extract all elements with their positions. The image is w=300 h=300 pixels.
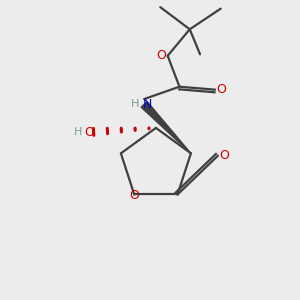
Text: H: H xyxy=(130,99,139,110)
Text: O: O xyxy=(156,49,166,62)
Text: O: O xyxy=(219,149,229,162)
Polygon shape xyxy=(141,101,191,153)
Text: O: O xyxy=(216,83,226,96)
Text: H: H xyxy=(74,127,83,137)
Text: O: O xyxy=(85,126,94,139)
Text: O: O xyxy=(129,190,139,202)
Text: N: N xyxy=(142,98,152,111)
